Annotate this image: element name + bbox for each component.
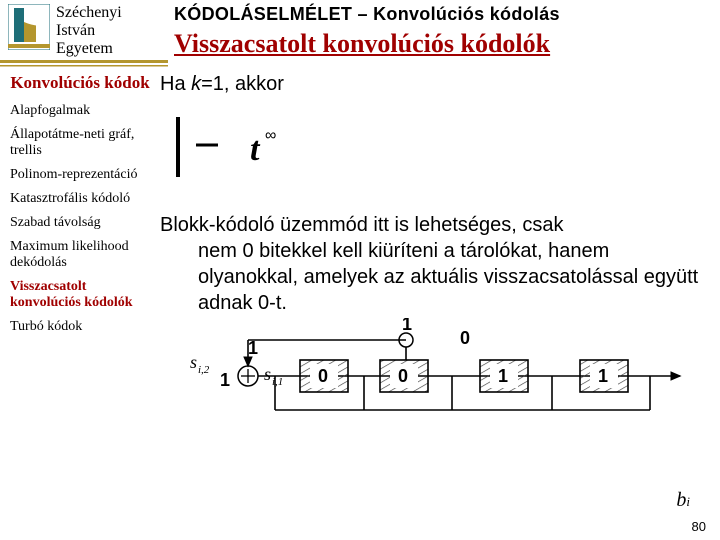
university-block: Széchenyi István Egyetem <box>8 4 168 58</box>
header-underline-deco <box>0 60 168 70</box>
uni-line3: Egyetem <box>56 40 122 58</box>
svg-text:0: 0 <box>398 366 408 386</box>
sidebar-item-szabad[interactable]: Szabad távolság <box>10 215 150 231</box>
sidebar-title: Konvolúciós kódok <box>10 73 150 93</box>
shift-register-diagram: 1 0 1 1 s i,2 s i,1 <box>180 318 700 444</box>
lead-pre: Ha <box>160 73 191 95</box>
svg-text:i,1: i,1 <box>272 376 283 388</box>
para2-line1: Blokk-kódoló üzemmód itt is lehetséges, … <box>160 214 564 236</box>
formula-t: t <box>250 131 261 168</box>
content-row: Konvolúciós kódok Alapfogalmak Állapotát… <box>0 73 720 444</box>
university-logo <box>8 4 50 50</box>
diagram-bit-left-1: 1 <box>220 370 230 390</box>
svg-text:i,2: i,2 <box>198 364 210 376</box>
bi-output-label: bi <box>676 489 690 512</box>
slide-header: Széchenyi István Egyetem KÓDOLÁSELMÉLET … <box>0 0 720 59</box>
lead-post: =1, akkor <box>201 73 284 95</box>
sidebar-item-ml[interactable]: Maximum likelihood dekódolás <box>10 239 150 271</box>
register-box-1: 0 <box>380 360 428 392</box>
svg-text:1: 1 <box>498 366 508 386</box>
svg-text:∞: ∞ <box>265 127 276 144</box>
svg-text:s: s <box>190 352 197 372</box>
diagram-bit-left-0: 1 <box>248 338 258 358</box>
slide-topic: Visszacsatolt konvolúciós kódolók <box>174 29 720 59</box>
sidebar-item-turbo[interactable]: Turbó kódok <box>10 319 150 335</box>
lead-sentence: Ha k=1, akkor <box>160 73 700 96</box>
svg-text:s: s <box>264 364 271 384</box>
university-name: Széchenyi István Egyetem <box>50 4 122 58</box>
header-texts: KÓDOLÁSELMÉLET – Konvolúciós kódolás Vis… <box>168 4 720 59</box>
svg-text:0: 0 <box>318 366 328 386</box>
svg-text:1: 1 <box>598 366 608 386</box>
course-title: KÓDOLÁSELMÉLET – Konvolúciós kódolás <box>174 4 720 25</box>
para2-rest: nem 0 bitekkel kell kiüríteni a tárolóka… <box>160 238 700 316</box>
main-content: Ha k=1, akkor t ∞ Blokk-kódoló üzemmód i… <box>150 73 720 444</box>
uni-line1: Széchenyi <box>56 4 122 22</box>
sidebar-item-alapfogalmak[interactable]: Alapfogalmak <box>10 103 150 119</box>
diagram-bit-top-1: 0 <box>460 328 470 348</box>
sidebar: Konvolúciós kódok Alapfogalmak Állapotát… <box>0 73 150 444</box>
formula-1: t ∞ <box>170 102 700 192</box>
sidebar-item-allapot[interactable]: Állapotátme-neti gráf, trellis <box>10 127 150 159</box>
lead-var: k <box>191 73 201 95</box>
sidebar-item-katasztrofalis[interactable]: Katasztrofális kódoló <box>10 191 150 207</box>
register-box-3: 1 <box>580 360 628 392</box>
sidebar-item-polinom[interactable]: Polinom-reprezentáció <box>10 167 150 183</box>
register-box-2: 1 <box>480 360 528 392</box>
uni-line2: István <box>56 22 122 40</box>
paragraph-2: Blokk-kódoló üzemmód itt is lehetséges, … <box>160 212 700 316</box>
sidebar-item-visszacsatolt[interactable]: Visszacsatolt konvolúciós kódolók <box>10 279 150 311</box>
page-number: 80 <box>692 519 706 534</box>
register-box-0: 0 <box>300 360 348 392</box>
diagram-bit-top-0: 1 <box>402 318 412 334</box>
